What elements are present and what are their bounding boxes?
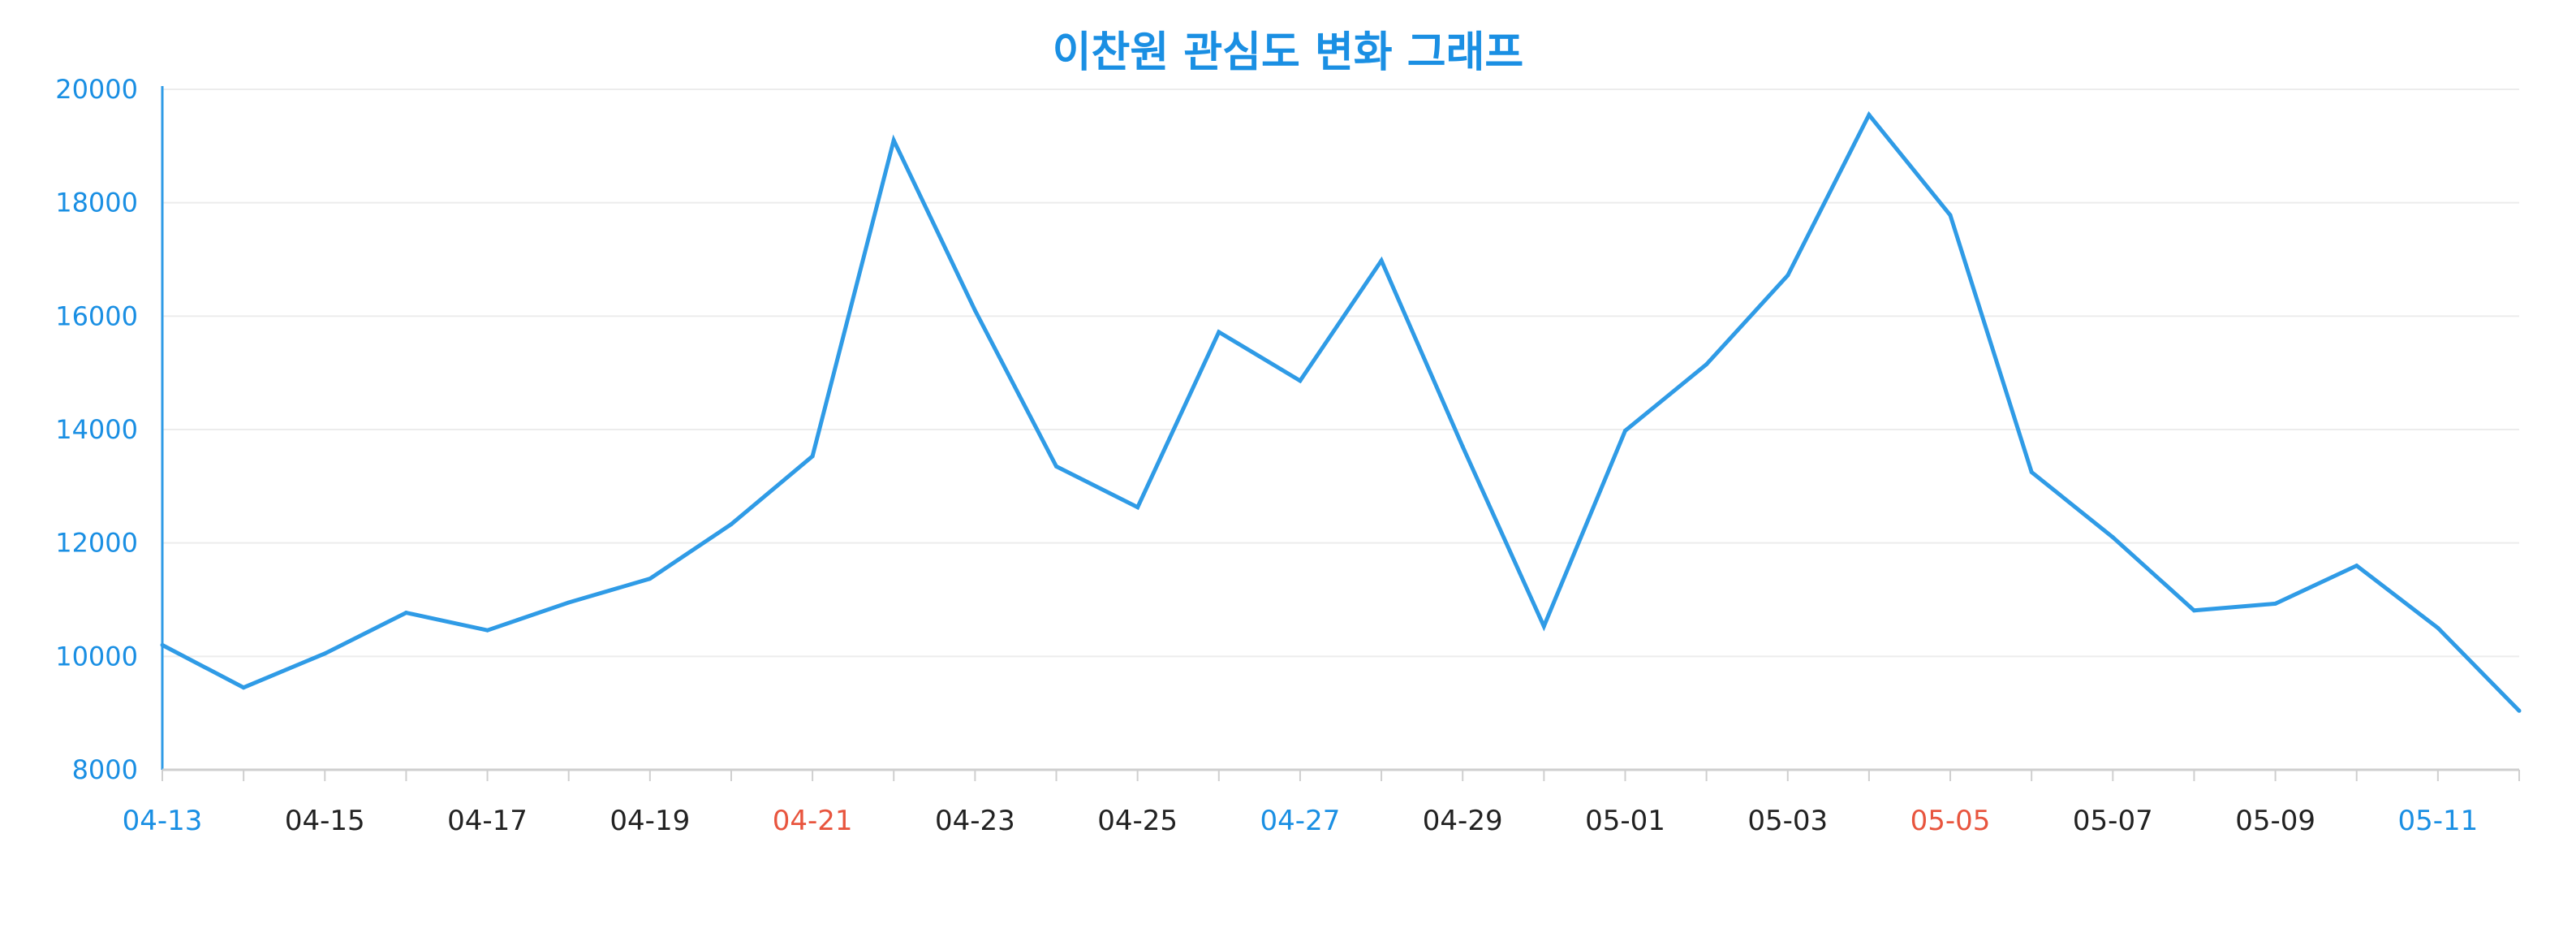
data-point	[1379, 258, 1384, 263]
data-point	[322, 651, 327, 656]
x-tick-label: 04-19	[610, 805, 690, 837]
data-point	[1704, 362, 1709, 367]
x-tick-label: 04-27	[1260, 805, 1341, 837]
data-point	[485, 628, 490, 633]
data-point	[566, 600, 571, 605]
series-line	[161, 110, 2521, 713]
data-point	[2436, 625, 2440, 630]
y-tick-label: 8000	[72, 754, 138, 785]
data-point	[972, 308, 977, 313]
x-tick-label: 04-21	[773, 805, 853, 837]
data-point	[1135, 505, 1140, 510]
chart-title: 이찬원 관심도 변화 그래프	[1052, 28, 1524, 77]
data-point	[2273, 601, 2278, 606]
y-tick-label: 12000	[55, 528, 138, 559]
y-tick-label: 10000	[55, 641, 138, 672]
data-point	[891, 138, 896, 143]
data-point	[2191, 608, 2196, 613]
axes	[161, 86, 2520, 781]
x-tick-label: 04-25	[1097, 805, 1178, 837]
data-point	[2029, 469, 2034, 474]
data-point	[1054, 464, 1059, 469]
x-tick-label: 04-23	[935, 805, 1015, 837]
data-point	[1217, 330, 1221, 335]
data-point	[2354, 564, 2359, 568]
data-point	[1460, 444, 1465, 449]
data-point	[648, 577, 653, 581]
x-tick-label: 04-29	[1423, 805, 1503, 837]
y-tick-label: 18000	[55, 188, 138, 218]
y-tick-label: 16000	[55, 300, 138, 331]
x-tick-label: 05-03	[1747, 805, 1828, 837]
data-point	[729, 522, 734, 527]
grid-lines	[162, 89, 2519, 658]
x-tick-label: 05-07	[2073, 805, 2153, 837]
data-point	[2110, 535, 2115, 540]
data-point	[2517, 708, 2522, 713]
data-point	[810, 454, 815, 459]
data-point	[1298, 378, 1303, 383]
series-layer	[160, 110, 2522, 713]
y-tick-label: 20000	[55, 74, 138, 105]
x-axis-tick-labels: 04-13 04-15 04-17 04-19 04-21 04-23 04-25 04-27…	[123, 805, 2479, 837]
data-point	[1786, 273, 1790, 278]
data-point	[1948, 213, 1953, 218]
x-tick-label: 04-13	[123, 805, 203, 837]
y-tick-label: 14000	[55, 414, 138, 445]
x-tick-label: 04-15	[285, 805, 365, 837]
x-tick-label: 04-17	[447, 805, 528, 837]
x-tick-label: 05-11	[2397, 805, 2478, 837]
y-axis-tick-labels: 8000 10000 12000 14000 16000 18000 20000	[55, 74, 138, 785]
data-point	[403, 611, 408, 616]
data-point	[1622, 428, 1627, 433]
x-tick-label: 05-01	[1585, 805, 1665, 837]
x-tick-label: 05-05	[1910, 805, 1991, 837]
data-point	[241, 685, 246, 690]
data-point	[160, 642, 165, 647]
x-tick-label: 05-09	[2235, 805, 2315, 837]
data-point	[1541, 624, 1546, 628]
data-point	[1867, 112, 1872, 117]
